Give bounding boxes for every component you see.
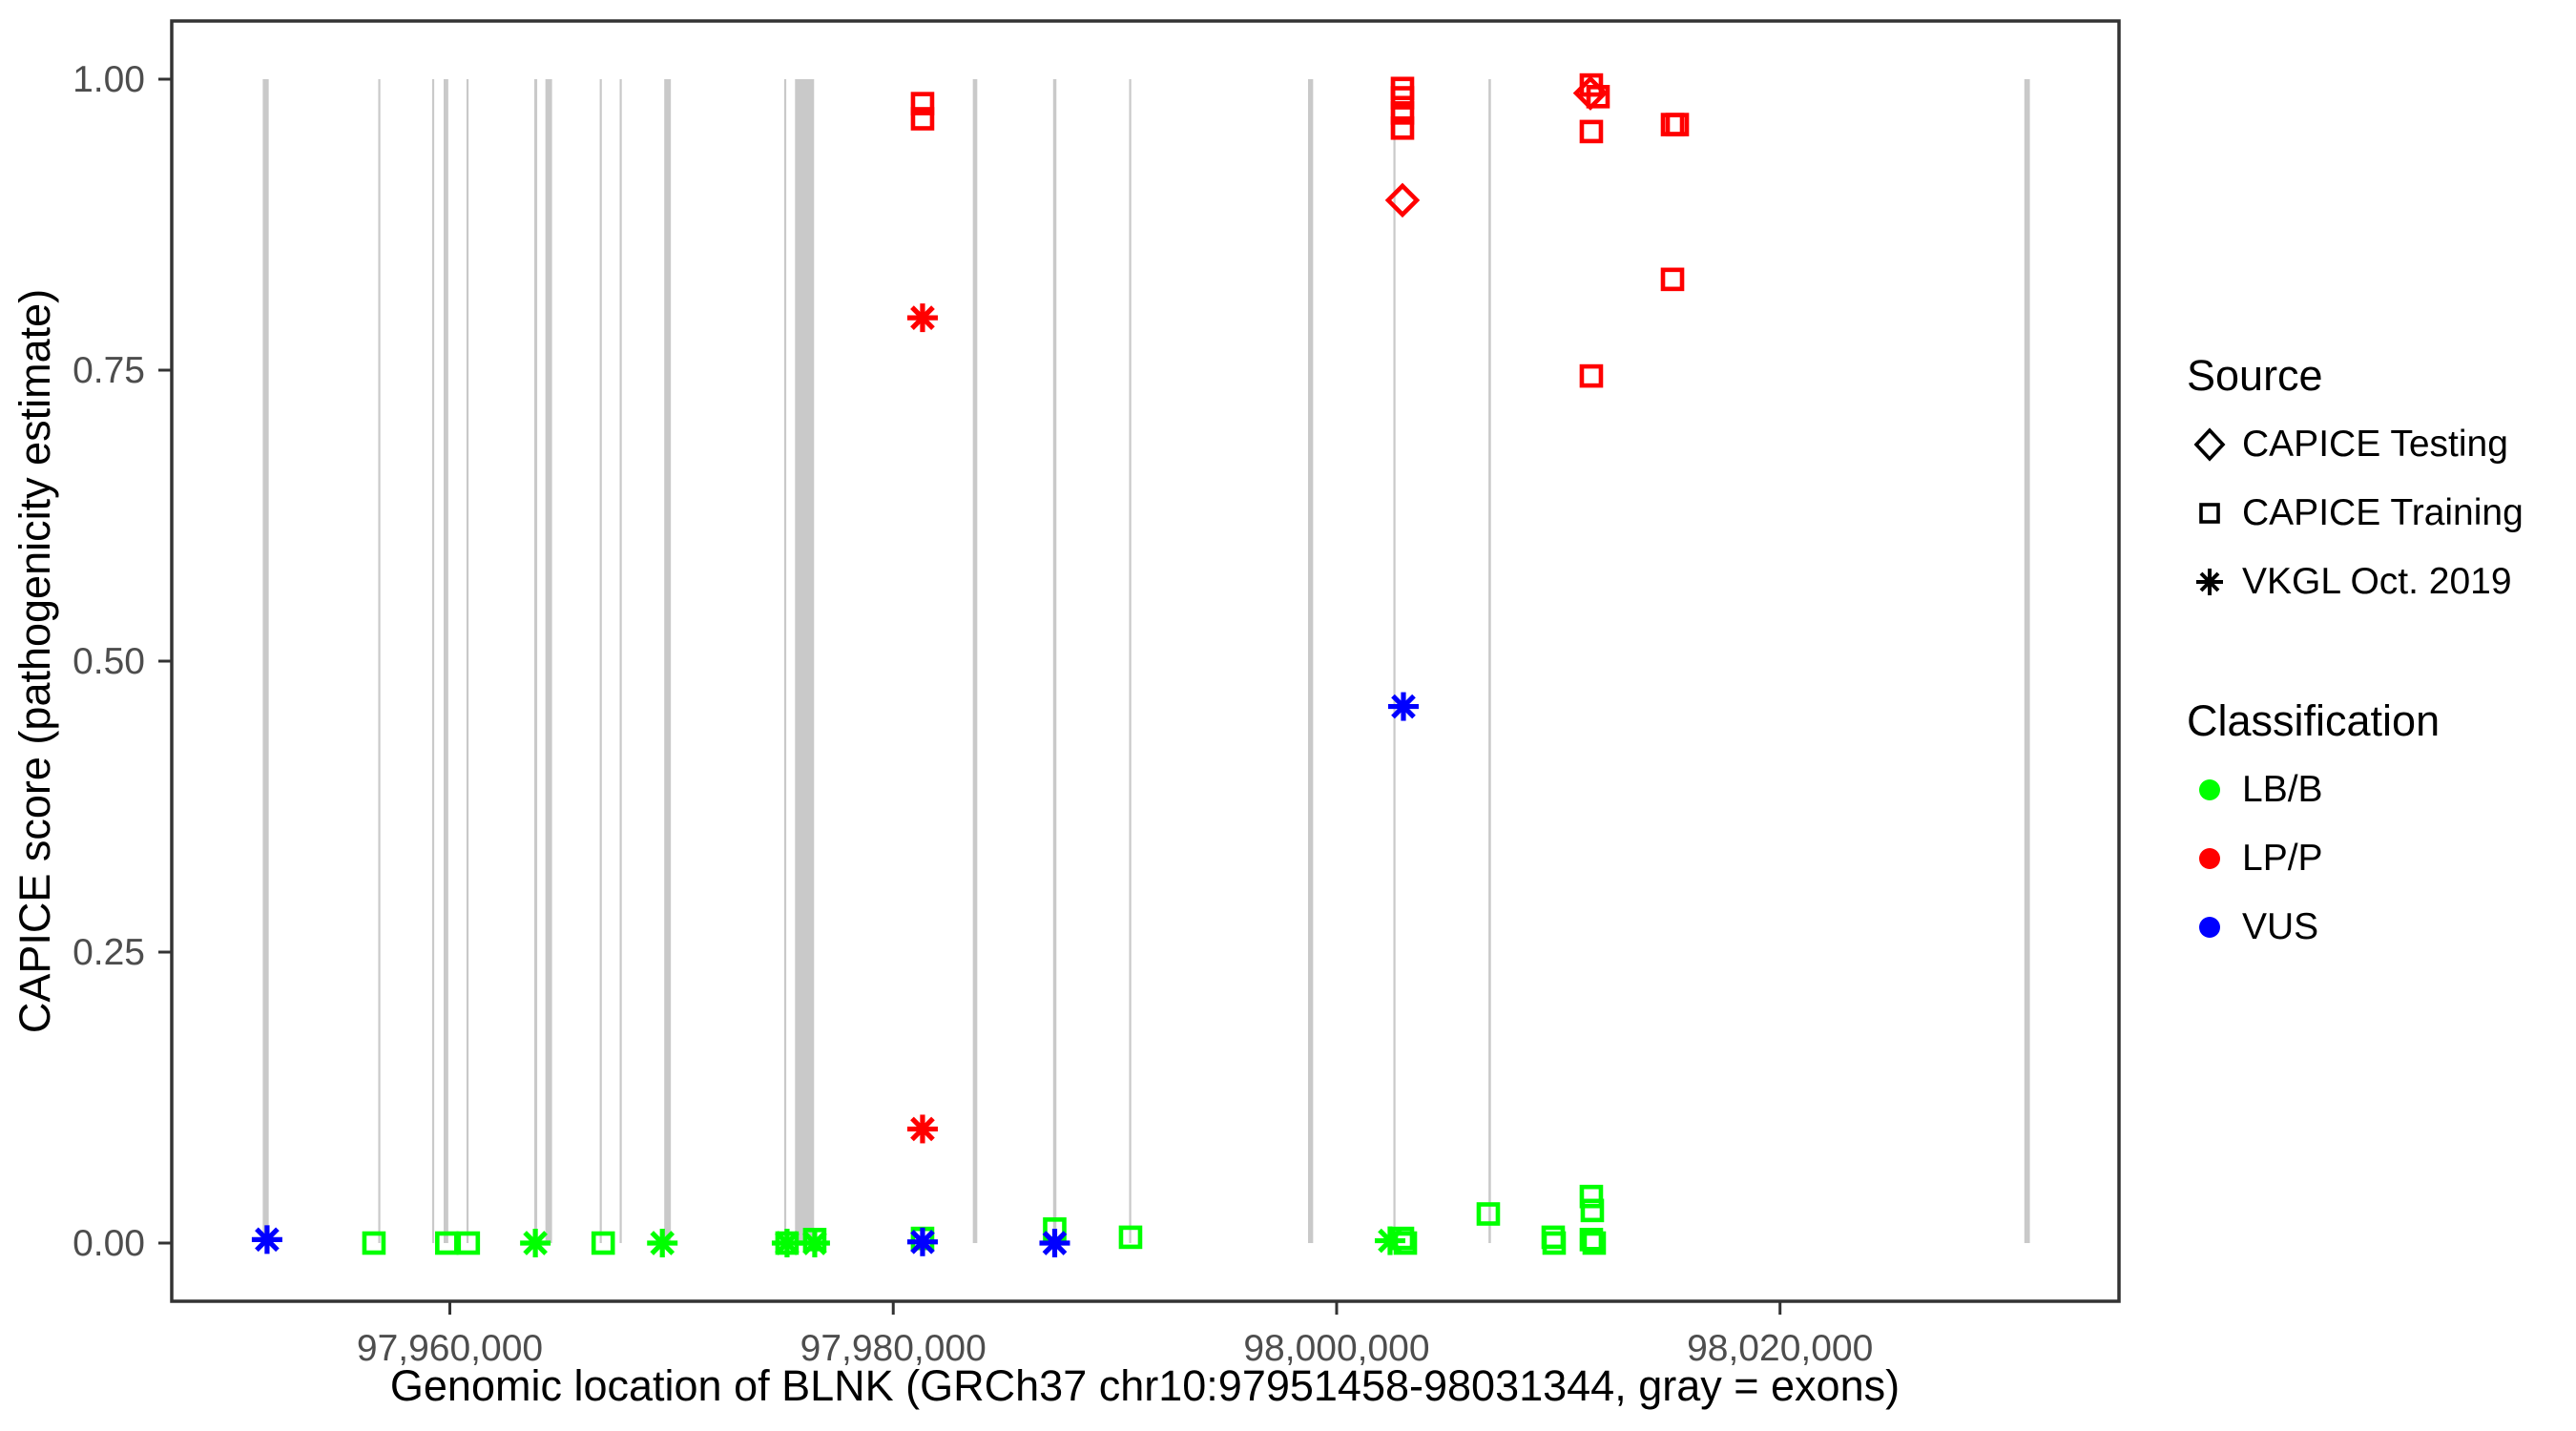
point-asterisk [906,303,938,333]
legend-item-label: CAPICE Training [2242,492,2524,533]
x-tick-label: 97,960,000 [357,1328,543,1369]
y-tick-label: 0.00 [73,1223,145,1264]
legend-item-lbb: LB/B [2185,756,2440,824]
point-square [1579,1228,1604,1252]
exon-bar [795,79,815,1243]
legend-item-label: LP/P [2242,838,2323,879]
exon-bar [664,79,672,1243]
exon-bar [2024,79,2030,1243]
exon-bar [1052,79,1057,1243]
legend-item-label: CAPICE Testing [2242,424,2508,465]
point-square [362,1231,386,1255]
x-tick-label: 98,020,000 [1687,1328,1873,1369]
y-tick-label: 0.75 [73,350,145,391]
y-tick-label: 1.00 [73,59,145,100]
point-square [591,1231,615,1255]
point-square [1579,119,1604,144]
data-points-layer [251,73,1690,1257]
legend-item-capice-training: CAPICE Training [2185,479,2524,548]
point-square [1542,1231,1567,1255]
exon-bar [972,79,978,1243]
point-square [1390,101,1415,125]
exon-bar [783,79,787,1243]
point-asterisk [647,1229,678,1257]
exon-bar [619,79,622,1243]
point-square [456,1231,481,1255]
point-square [1586,85,1610,109]
point-square [1582,1231,1607,1255]
point-square [1579,363,1604,388]
y-axis-title: CAPICE score (pathogenicity estimate) [10,289,59,1033]
exon-bar [1393,79,1396,1243]
exon-bar [545,79,552,1243]
exon-bar [1129,79,1132,1243]
red-dot-icon [2185,836,2234,881]
point-square [910,107,935,131]
point-square [1390,1226,1415,1251]
exon-bar [534,79,538,1243]
point-square [1390,115,1415,140]
blue-dot-icon [2185,904,2234,950]
exon-bar [466,79,469,1243]
x-tick-label: 97,980,000 [800,1328,987,1369]
legend-item-label: VKGL Oct. 2019 [2242,561,2512,602]
y-tick-label: 0.25 [73,932,145,973]
point-asterisk [1387,692,1419,721]
point-asterisk [906,1227,938,1256]
exon-bar [443,79,448,1243]
legend-classification: Classification LB/B LP/P VUS [2185,696,2440,962]
point-square [1393,1231,1418,1255]
legend-item-vus: VUS [2185,893,2440,962]
legend-source: Source CAPICE Testing CAPICE Training [2185,351,2524,616]
legend-item-vkgl: VKGL Oct. 2019 [2185,548,2524,616]
legend-item-label: VUS [2242,906,2319,947]
point-asterisk [771,1229,802,1257]
point-square [1665,113,1690,136]
diamond-icon [2185,422,2234,467]
exon-bar [262,79,269,1243]
exon-bar [599,79,602,1243]
point-asterisk [1039,1229,1070,1257]
asterisk-icon [2185,559,2234,605]
point-square [910,92,935,115]
point-square [1580,1198,1605,1223]
legend-classification-title: Classification [2187,696,2441,745]
green-dot-icon [2185,767,2234,813]
exon-bar [1307,79,1314,1243]
legend-source-title: Source [2187,351,2323,400]
point-asterisk [799,1229,830,1257]
y-tick-label: 0.50 [73,641,145,682]
square-icon [2185,490,2234,536]
legend-item-label: LB/B [2242,769,2323,810]
point-asterisk [520,1229,551,1257]
legend-item-capice-testing: CAPICE Testing [2185,410,2524,479]
exon-bar [378,79,381,1243]
x-tick-label: 98,000,000 [1243,1328,1429,1369]
point-asterisk [251,1225,282,1255]
point-square [1579,1184,1604,1209]
point-square [1390,86,1415,110]
point-diamond [1384,182,1421,218]
point-asterisk [906,1114,938,1144]
point-square [435,1231,459,1255]
point-square [1118,1225,1143,1250]
panel-border [170,19,2121,1303]
axis-layer: 97,960,000 97,980,000 98,000,000 98,020,000… [73,19,2121,1369]
point-square [1660,267,1685,292]
exon-bar [431,79,435,1243]
legend-item-lpp: LP/P [2185,824,2440,893]
exon-bar [1488,79,1491,1243]
x-axis-title: Genomic location of BLNK (GRCh37 chr10:9… [390,1361,1900,1410]
point-square [1476,1202,1501,1226]
exon-bars-layer [262,79,2030,1243]
